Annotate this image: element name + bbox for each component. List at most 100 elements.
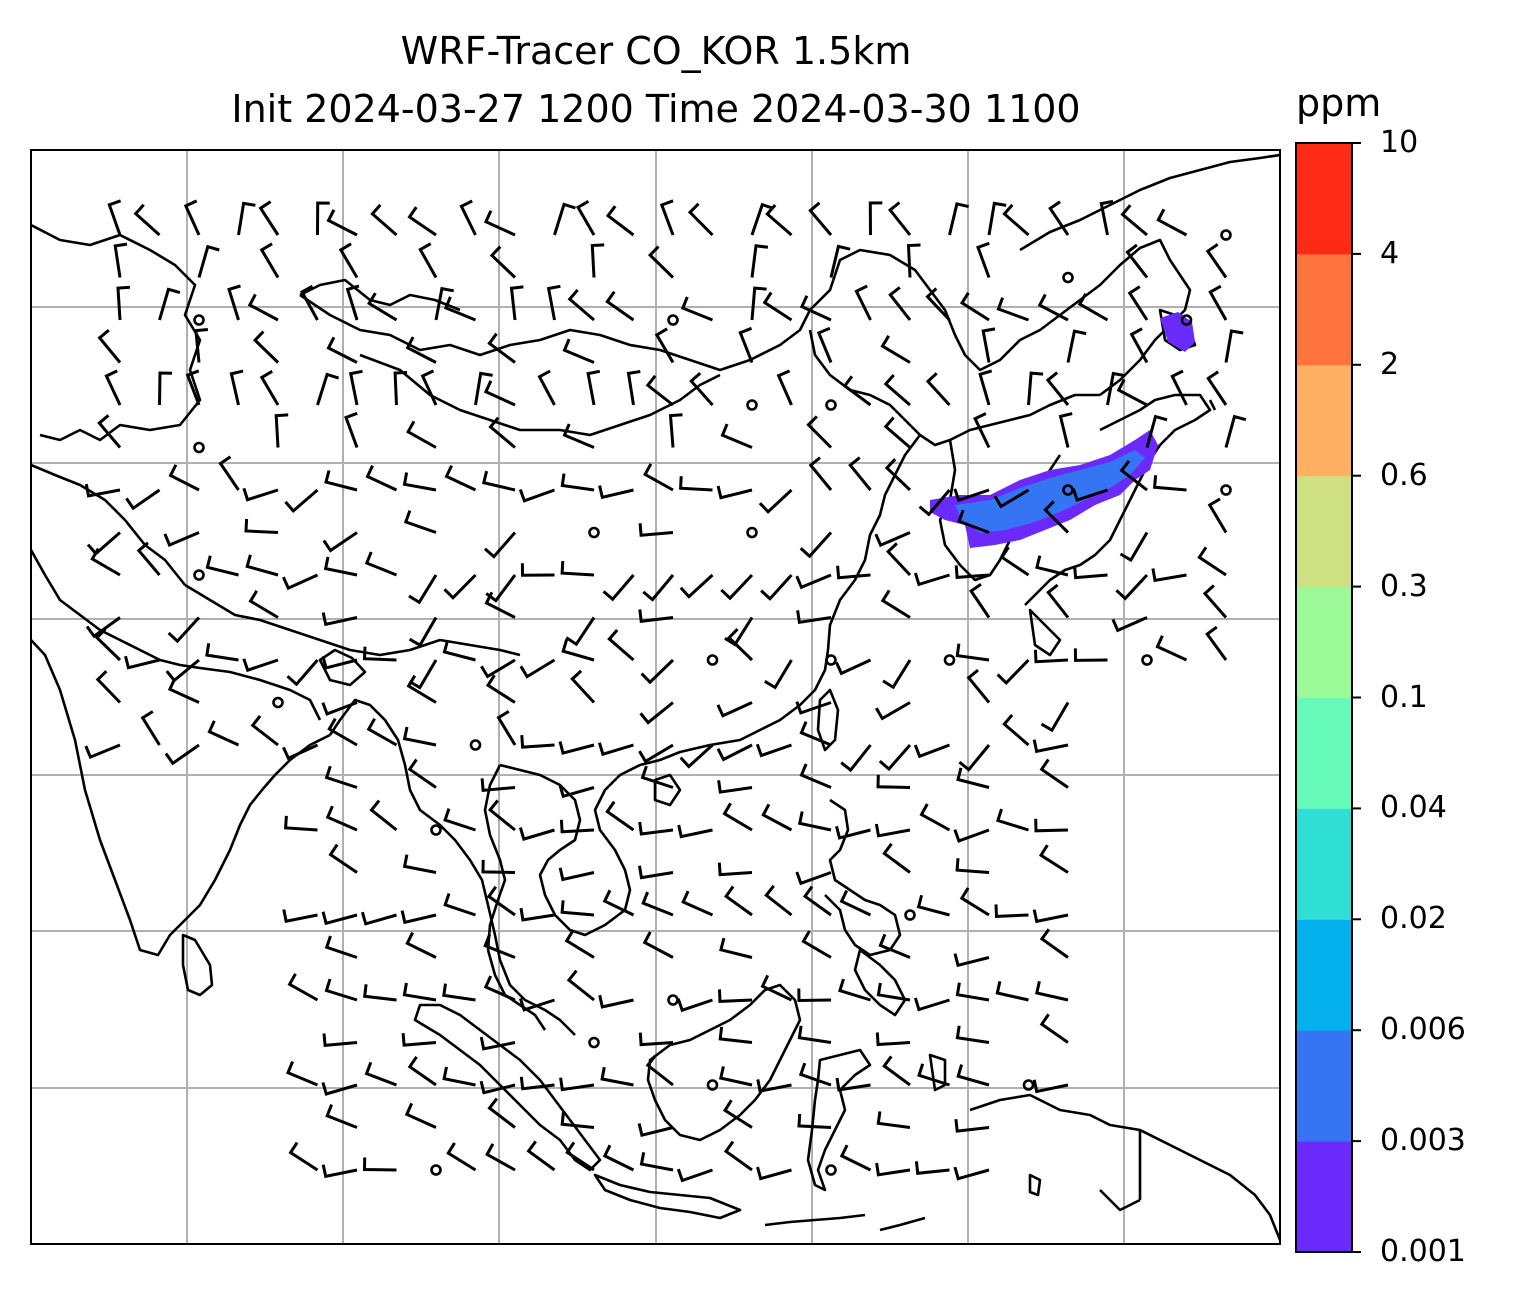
wind-barb-205 — [85, 616, 121, 639]
wind-barb-233 — [607, 629, 635, 662]
wind-barb-74 — [194, 328, 209, 363]
wind-barb-385 — [955, 1025, 990, 1044]
wind-barb-427 — [723, 1140, 753, 1172]
wind-barb-199 — [999, 546, 1030, 577]
wind-barb-370 — [797, 988, 832, 1003]
wind-barb-323 — [795, 871, 832, 886]
wind-barb-236 — [726, 628, 754, 662]
coastline-segment-0 — [31, 639, 331, 957]
wind-barb-306 — [638, 821, 674, 836]
wind-barb-131 — [1224, 414, 1247, 448]
wind-barb-381 — [638, 1032, 674, 1047]
wind-barb-314 — [953, 828, 990, 843]
wind-barb-408 — [404, 1102, 437, 1129]
wind-barb-423 — [565, 1141, 595, 1172]
wind-barb-197 — [913, 572, 950, 587]
colorbar-tick-label: 0.003 — [1380, 1123, 1466, 1159]
wind-barb-165 — [403, 510, 437, 534]
colorbar-segment-1 — [1296, 1030, 1352, 1142]
coastline-segment-27 — [593, 1173, 742, 1220]
wind-barb-279 — [755, 743, 792, 758]
wind-barb-37 — [750, 244, 769, 278]
wind-barb-291 — [640, 765, 674, 789]
wind-barb-347 — [324, 935, 358, 959]
wind-barb-327 — [282, 909, 318, 923]
wind-barb-402 — [882, 1055, 911, 1087]
wind-barb-150 — [808, 456, 833, 491]
wind-barb-172 — [957, 509, 990, 534]
wind-barb-192 — [720, 573, 754, 601]
wind-barb-302 — [487, 799, 516, 832]
calm-marker-118 — [193, 441, 205, 454]
wind-barb-421 — [485, 1143, 516, 1172]
wind-barb-227 — [362, 646, 397, 662]
wind-barb-185 — [443, 573, 477, 600]
wind-barb-105 — [776, 369, 793, 406]
wind-barb-51 — [367, 292, 398, 322]
colorbar-segment-8 — [1296, 253, 1352, 366]
calm-marker-167 — [588, 526, 600, 539]
coastline-segment-30 — [853, 948, 907, 1017]
wind-barb-376 — [1035, 980, 1069, 1002]
wind-barb-84 — [981, 327, 996, 363]
wind-barb-303 — [518, 827, 555, 841]
wind-barb-80 — [654, 327, 675, 364]
wind-barb-115 — [1170, 369, 1188, 406]
colorbar-tick-label: 0.6 — [1380, 457, 1428, 493]
wind-barb-364 — [566, 969, 595, 1002]
coastline-segment-22 — [653, 773, 682, 807]
wind-barb-139 — [365, 464, 398, 492]
wind-barb-386 — [1039, 1013, 1069, 1044]
wind-barb-403 — [917, 1063, 950, 1087]
wind-barb-64 — [888, 286, 912, 321]
calm-marker-380 — [588, 1036, 600, 1049]
wind-barb-77 — [405, 336, 437, 364]
wind-barb-360 — [402, 982, 437, 1002]
colorbar-tick-label: 4 — [1380, 235, 1400, 271]
wind-barb-18 — [808, 201, 833, 236]
wind-barb-96 — [420, 369, 438, 406]
calm-marker-246 — [1141, 654, 1153, 666]
wind-barb-324 — [882, 842, 911, 874]
wind-barb-92 — [259, 370, 280, 406]
wind-barb-248 — [1205, 625, 1228, 661]
wind-barb-152 — [884, 458, 912, 492]
wind-barb-399 — [756, 1079, 792, 1093]
wind-barb-329 — [360, 911, 397, 926]
wind-barb-368 — [718, 989, 753, 1003]
wind-barb-4 — [258, 200, 280, 236]
wind-barb-184 — [408, 574, 438, 605]
colorbar-unit: ppm — [1296, 81, 1382, 125]
wind-barb-255 — [570, 669, 596, 704]
wind-barb-267 — [282, 743, 319, 761]
calm-marker-178 — [193, 569, 205, 581]
wind-barb-6 — [326, 209, 358, 237]
wind-barb-14 — [659, 199, 675, 236]
wind-barb-20 — [887, 201, 912, 236]
wind-barb-307 — [677, 824, 713, 839]
wind-barb-425 — [639, 1152, 674, 1172]
wind-barb-16 — [750, 202, 775, 236]
wind-barb-33 — [418, 242, 438, 279]
wind-barb-102 — [645, 374, 674, 407]
wind-barb-101 — [626, 370, 641, 406]
wind-barb-94 — [348, 369, 363, 406]
coastline-segment-26 — [413, 1003, 602, 1172]
wind-barb-24 — [1048, 200, 1070, 236]
wind-barb-193 — [760, 573, 793, 601]
wind-barb-266 — [250, 714, 279, 747]
wind-barb-99 — [537, 369, 556, 406]
wind-barb-230 — [480, 658, 516, 679]
colorbar-tick-label: 10 — [1380, 125, 1419, 160]
wind-barb-175 — [1207, 497, 1228, 534]
wind-barb-144 — [560, 473, 595, 492]
wind-barb-117 — [97, 414, 122, 449]
wind-barb-208 — [321, 612, 358, 627]
wind-barb-284 — [958, 744, 991, 772]
wind-barb-355 — [953, 953, 990, 968]
wind-barb-124 — [668, 413, 683, 448]
wind-barb-36 — [647, 245, 675, 279]
coastline-segment-6 — [31, 549, 322, 721]
wind-barb-56 — [567, 289, 595, 322]
